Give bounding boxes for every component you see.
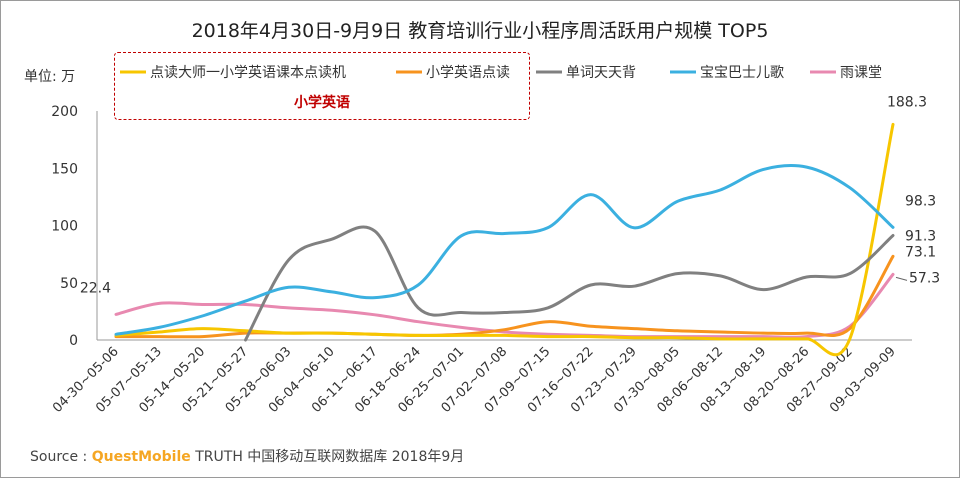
unit-label: 单位: 万 xyxy=(24,69,76,85)
data-label: 22.4 xyxy=(80,280,111,296)
y-tick-label: 0 xyxy=(69,333,78,349)
y-tick-label: 100 xyxy=(51,219,78,235)
data-label: 73.1 xyxy=(905,244,936,260)
y-tick-label: 200 xyxy=(51,104,78,120)
source-rest: TRUTH 中国移动互联网数据库 2018年9月 xyxy=(195,449,465,465)
source-note: Source : QuestMobile TRUTH 中国移动互联网数据库 20… xyxy=(30,446,464,466)
legend-box xyxy=(114,52,530,120)
series-line xyxy=(114,254,895,339)
y-tick-label: 50 xyxy=(60,276,78,292)
data-label: 57.3 xyxy=(909,270,940,286)
legend-label: 点读大师一小学英语课本点读机 xyxy=(150,64,346,81)
chart-title: 2018年4月30日-9月9日 教育培训行业小程序周活跃用户规模 TOP5 xyxy=(191,20,769,42)
legend-label: 小学英语点读 xyxy=(426,64,510,81)
series-line xyxy=(114,122,895,357)
legend-label: 雨课堂 xyxy=(840,65,882,81)
source-brand: QuestMobile xyxy=(91,449,191,465)
data-label: 98.3 xyxy=(905,193,936,209)
legend-tag: 小学英语 xyxy=(294,95,350,111)
data-label-leader xyxy=(895,276,908,281)
series-line xyxy=(114,164,895,336)
source-prefix: Source : xyxy=(30,449,88,465)
y-tick-label: 150 xyxy=(51,161,78,177)
series-line xyxy=(244,225,895,342)
legend-label: 单词天天背 xyxy=(566,65,636,81)
series-line xyxy=(114,272,895,339)
legend-label: 宝宝巴士儿歌 xyxy=(700,65,784,81)
data-label: 188.3 xyxy=(887,94,927,110)
data-label: 91.3 xyxy=(905,228,936,244)
